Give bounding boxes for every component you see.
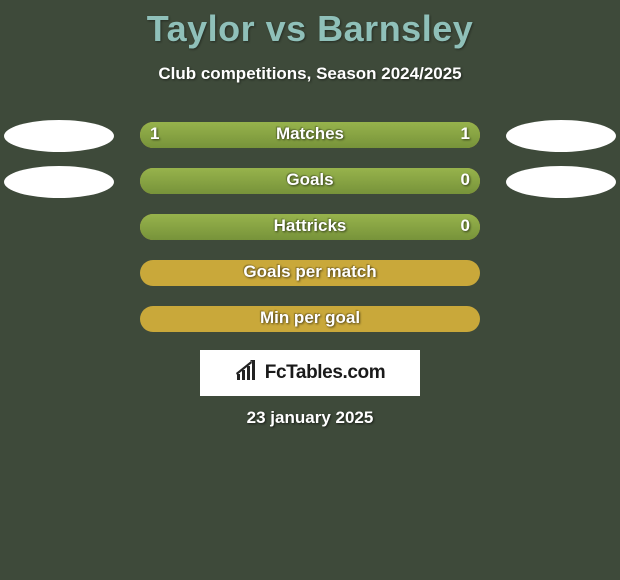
bar-label: Goals	[286, 170, 333, 190]
bar-track: Goals 0	[140, 168, 480, 194]
team-logo-left	[4, 120, 114, 152]
stat-row: Matches 1 1	[0, 122, 620, 168]
chart-icon	[235, 360, 261, 387]
stat-row: Min per goal	[0, 306, 620, 352]
brand-logo-text: FcTables.com	[265, 362, 386, 384]
bar-track: Hattricks 0	[140, 214, 480, 240]
bar-value-right: 0	[461, 216, 470, 236]
bar-value-right: 0	[461, 170, 470, 190]
bar-label: Hattricks	[274, 216, 347, 236]
bar-value-right: 1	[461, 124, 470, 144]
bar-track: Goals per match	[140, 260, 480, 286]
stat-row: Goals per match	[0, 260, 620, 306]
brand-logo: FcTables.com	[200, 350, 420, 396]
team-logo-right	[506, 166, 616, 198]
bar-track: Matches 1 1	[140, 122, 480, 148]
bar-label: Goals per match	[243, 262, 376, 282]
bar-label: Matches	[276, 124, 344, 144]
stat-row: Hattricks 0	[0, 214, 620, 260]
bar-value-left: 1	[150, 124, 159, 144]
comparison-chart: Matches 1 1 Goals 0 Hattricks 0 Goals per match…	[0, 122, 620, 352]
page-title: Taylor vs Barnsley	[0, 0, 620, 50]
stat-row: Goals 0	[0, 168, 620, 214]
page-subtitle: Club competitions, Season 2024/2025	[0, 64, 620, 84]
team-logo-left	[4, 166, 114, 198]
bar-track: Min per goal	[140, 306, 480, 332]
team-logo-right	[506, 120, 616, 152]
date-label: 23 january 2025	[0, 408, 620, 428]
bar-label: Min per goal	[260, 308, 360, 328]
